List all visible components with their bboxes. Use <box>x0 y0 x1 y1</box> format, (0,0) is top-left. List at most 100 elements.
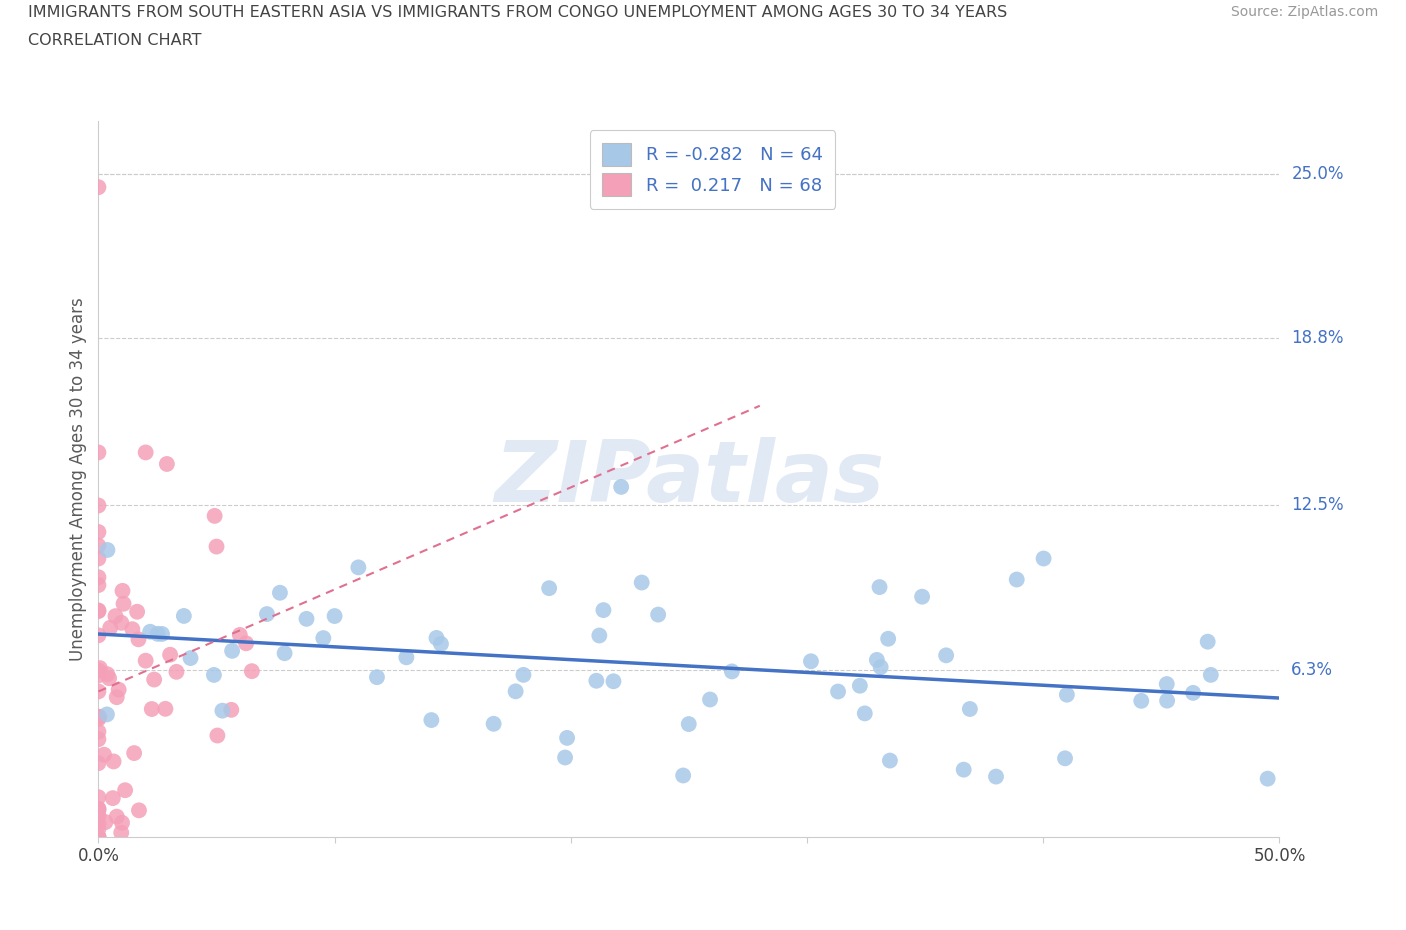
Point <box>155 701 177 716</box>
Point <box>699 692 721 707</box>
Point <box>482 716 505 731</box>
Point <box>610 480 633 495</box>
Point <box>127 604 149 619</box>
Point <box>647 607 669 622</box>
Point <box>103 754 125 769</box>
Point <box>1056 687 1078 702</box>
Point <box>866 653 889 668</box>
Point <box>143 672 166 687</box>
Point <box>156 457 179 472</box>
Point <box>87 663 110 678</box>
Point <box>111 816 134 830</box>
Point <box>105 809 128 824</box>
Point <box>135 445 157 459</box>
Point <box>87 803 110 817</box>
Point <box>127 631 149 646</box>
Point <box>87 628 110 643</box>
Point <box>110 825 132 840</box>
Point <box>827 684 849 699</box>
Text: CORRELATION CHART: CORRELATION CHART <box>28 33 201 47</box>
Point <box>554 751 576 765</box>
Point <box>89 710 111 724</box>
Point <box>1130 694 1153 709</box>
Text: 18.8%: 18.8% <box>1291 329 1344 348</box>
Point <box>87 551 110 566</box>
Point <box>395 650 418 665</box>
Point <box>420 712 443 727</box>
Point <box>87 724 110 739</box>
Point <box>235 636 257 651</box>
Point <box>87 802 110 817</box>
Point <box>202 668 225 683</box>
Point <box>853 706 876 721</box>
Point <box>146 627 169 642</box>
Point <box>269 585 291 600</box>
Point <box>101 790 124 805</box>
Point <box>240 664 263 679</box>
Point <box>211 703 233 718</box>
Point <box>672 768 695 783</box>
Point <box>1032 551 1054 566</box>
Text: 12.5%: 12.5% <box>1291 497 1344 514</box>
Point <box>87 578 110 592</box>
Point <box>512 668 534 683</box>
Point <box>114 783 136 798</box>
Point <box>1005 572 1028 587</box>
Point <box>1182 685 1205 700</box>
Point <box>93 747 115 762</box>
Point <box>592 603 614 618</box>
Point <box>221 644 243 658</box>
Point <box>229 628 252 643</box>
Point <box>135 653 157 668</box>
Point <box>256 606 278 621</box>
Point <box>323 608 346 623</box>
Point <box>87 538 110 553</box>
Point <box>538 580 561 595</box>
Point <box>159 647 181 662</box>
Point <box>585 673 607 688</box>
Point <box>879 753 901 768</box>
Point <box>1156 693 1178 708</box>
Point <box>721 664 744 679</box>
Point <box>98 671 121 685</box>
Point <box>87 756 110 771</box>
Point <box>425 631 447 645</box>
Point <box>87 830 110 844</box>
Point <box>869 659 891 674</box>
Point <box>87 498 110 513</box>
Point <box>87 802 110 817</box>
Point <box>869 579 891 594</box>
Point <box>180 651 202 666</box>
Point <box>96 667 118 682</box>
Point <box>96 542 118 557</box>
Text: 6.3%: 6.3% <box>1291 661 1333 679</box>
Point <box>87 830 110 844</box>
Point <box>87 710 110 724</box>
Point <box>105 690 128 705</box>
Point <box>87 732 110 747</box>
Point <box>94 815 117 830</box>
Point <box>111 583 134 598</box>
Point <box>505 684 527 698</box>
Point <box>204 509 226 524</box>
Text: ZIPatlas: ZIPatlas <box>494 437 884 521</box>
Point <box>1156 677 1178 692</box>
Point <box>110 616 132 631</box>
Point <box>89 660 111 675</box>
Point <box>1197 634 1219 649</box>
Point <box>139 624 162 639</box>
Point <box>141 701 163 716</box>
Point <box>87 711 110 726</box>
Point <box>800 654 823 669</box>
Point <box>87 604 110 618</box>
Point <box>1054 751 1077 765</box>
Point <box>107 683 129 698</box>
Point <box>588 628 610 643</box>
Point <box>630 575 652 590</box>
Point <box>87 525 110 539</box>
Point <box>221 702 243 717</box>
Point <box>1257 771 1279 786</box>
Legend: Immigrants from South Eastern Asia, Immigrants from Congo: Immigrants from South Eastern Asia, Immi… <box>373 928 1005 930</box>
Text: Source: ZipAtlas.com: Source: ZipAtlas.com <box>1230 5 1378 19</box>
Point <box>295 611 318 626</box>
